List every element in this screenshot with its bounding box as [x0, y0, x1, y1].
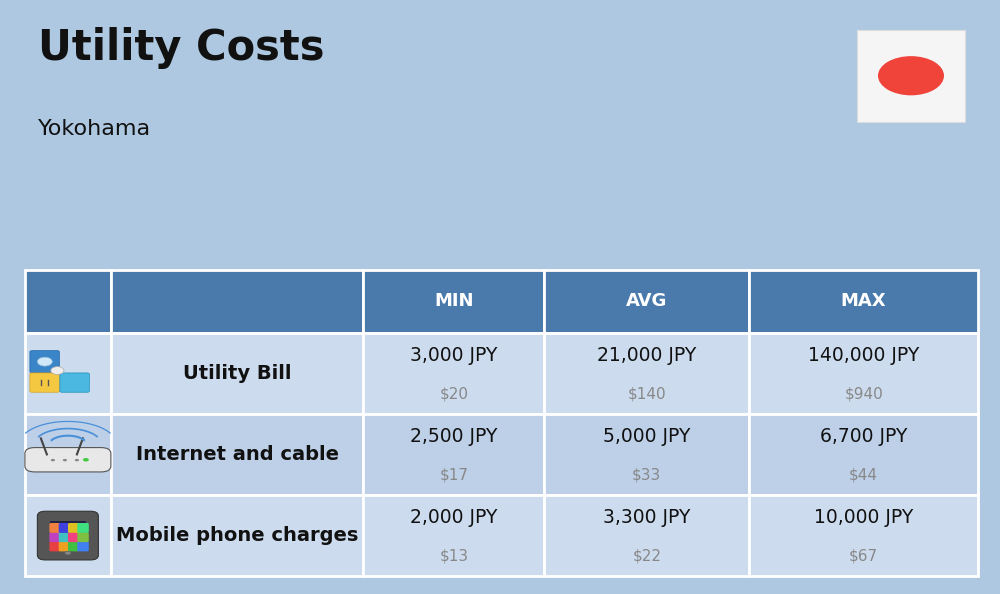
FancyBboxPatch shape: [749, 333, 978, 414]
FancyBboxPatch shape: [544, 270, 749, 333]
Text: $44: $44: [849, 467, 878, 483]
FancyBboxPatch shape: [49, 532, 61, 542]
FancyBboxPatch shape: [77, 542, 89, 551]
Circle shape: [37, 357, 52, 366]
Text: 10,000 JPY: 10,000 JPY: [814, 508, 913, 527]
FancyBboxPatch shape: [544, 333, 749, 414]
FancyBboxPatch shape: [59, 532, 70, 542]
FancyBboxPatch shape: [25, 448, 111, 472]
FancyBboxPatch shape: [25, 414, 111, 495]
FancyBboxPatch shape: [544, 414, 749, 495]
Circle shape: [65, 551, 71, 555]
FancyBboxPatch shape: [749, 414, 978, 495]
Text: 3,000 JPY: 3,000 JPY: [410, 346, 498, 365]
Text: $33: $33: [632, 467, 661, 483]
FancyBboxPatch shape: [111, 414, 363, 495]
Circle shape: [878, 56, 944, 95]
Text: 2,000 JPY: 2,000 JPY: [410, 508, 498, 527]
Text: $17: $17: [439, 467, 468, 483]
Text: $140: $140: [628, 387, 666, 402]
FancyBboxPatch shape: [50, 521, 86, 551]
Circle shape: [51, 366, 64, 374]
Text: Yokohama: Yokohama: [38, 119, 151, 139]
FancyBboxPatch shape: [749, 495, 978, 576]
Text: $20: $20: [439, 387, 468, 402]
Text: 21,000 JPY: 21,000 JPY: [597, 346, 696, 365]
FancyBboxPatch shape: [25, 333, 111, 414]
Circle shape: [75, 459, 79, 462]
FancyBboxPatch shape: [363, 270, 544, 333]
FancyBboxPatch shape: [111, 495, 363, 576]
FancyBboxPatch shape: [59, 542, 70, 551]
Text: $67: $67: [849, 549, 878, 564]
FancyBboxPatch shape: [68, 523, 79, 533]
Text: Internet and cable: Internet and cable: [136, 445, 339, 464]
Text: 6,700 JPY: 6,700 JPY: [820, 427, 907, 446]
Text: $22: $22: [632, 549, 661, 564]
FancyBboxPatch shape: [363, 495, 544, 576]
FancyBboxPatch shape: [37, 511, 98, 560]
FancyBboxPatch shape: [25, 270, 111, 333]
FancyBboxPatch shape: [363, 414, 544, 495]
FancyBboxPatch shape: [59, 523, 70, 533]
Text: $13: $13: [439, 549, 468, 564]
Text: MAX: MAX: [841, 292, 886, 311]
Text: Utility Bill: Utility Bill: [183, 364, 291, 383]
Text: 140,000 JPY: 140,000 JPY: [808, 346, 919, 365]
FancyBboxPatch shape: [111, 333, 363, 414]
FancyBboxPatch shape: [60, 373, 89, 392]
FancyBboxPatch shape: [363, 333, 544, 414]
Text: Utility Costs: Utility Costs: [38, 27, 324, 69]
FancyBboxPatch shape: [30, 373, 59, 392]
FancyBboxPatch shape: [749, 270, 978, 333]
Circle shape: [63, 459, 67, 462]
Text: Mobile phone charges: Mobile phone charges: [116, 526, 358, 545]
Text: $940: $940: [844, 387, 883, 402]
FancyBboxPatch shape: [68, 542, 79, 551]
Circle shape: [83, 458, 89, 462]
FancyBboxPatch shape: [111, 270, 363, 333]
FancyBboxPatch shape: [857, 30, 965, 122]
Text: 3,300 JPY: 3,300 JPY: [603, 508, 691, 527]
FancyBboxPatch shape: [49, 523, 61, 533]
Text: 2,500 JPY: 2,500 JPY: [410, 427, 498, 446]
FancyBboxPatch shape: [77, 523, 89, 533]
FancyBboxPatch shape: [25, 495, 111, 576]
Circle shape: [51, 459, 55, 462]
FancyBboxPatch shape: [30, 350, 59, 372]
Text: MIN: MIN: [434, 292, 474, 311]
Text: 5,000 JPY: 5,000 JPY: [603, 427, 691, 446]
Text: AVG: AVG: [626, 292, 668, 311]
FancyBboxPatch shape: [49, 542, 61, 551]
FancyBboxPatch shape: [77, 532, 89, 542]
FancyBboxPatch shape: [68, 532, 79, 542]
FancyBboxPatch shape: [544, 495, 749, 576]
